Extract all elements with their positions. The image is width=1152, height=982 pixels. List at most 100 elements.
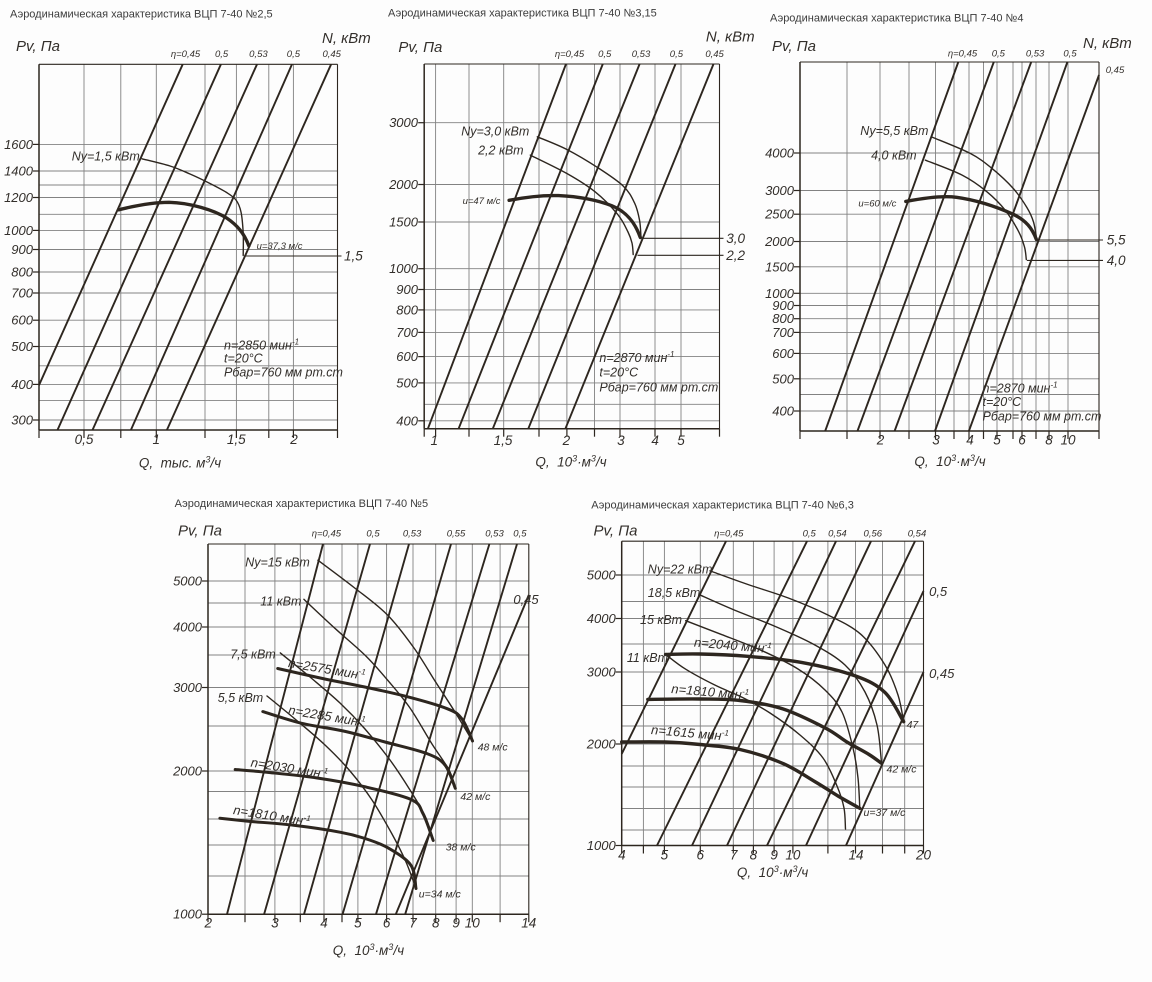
- svg-text:0,53: 0,53: [485, 529, 504, 540]
- svg-text:n=2870 мин-1: n=2870 мин-1: [983, 381, 1058, 396]
- svg-text:300: 300: [11, 413, 33, 428]
- svg-text:Аэродинамическая характеристик: Аэродинамическая характеристика ВЦП 7-40…: [591, 500, 854, 512]
- svg-text:10: 10: [465, 916, 481, 931]
- svg-text:n=1615 мин-1: n=1615 мин-1: [651, 722, 730, 744]
- svg-text:0,53: 0,53: [249, 49, 268, 60]
- svg-text:3000: 3000: [765, 183, 795, 198]
- svg-text:3000: 3000: [389, 115, 419, 130]
- svg-text:1000: 1000: [173, 907, 203, 922]
- svg-text:4000: 4000: [765, 146, 795, 161]
- svg-text:900: 900: [11, 242, 33, 257]
- svg-text:t=20°C: t=20°C: [599, 365, 639, 379]
- svg-text:10: 10: [1060, 433, 1076, 448]
- svg-text:Рбар=760 мм рт.ст: Рбар=760 мм рт.ст: [224, 366, 343, 380]
- svg-text:4: 4: [618, 848, 626, 863]
- svg-text:u=37,3 м/с: u=37,3 м/с: [257, 241, 303, 252]
- svg-text:Q, тыс. м3/ч: Q, тыс. м3/ч: [139, 455, 221, 471]
- svg-text:1500: 1500: [389, 215, 419, 230]
- svg-text:400: 400: [11, 377, 33, 392]
- svg-text:Pv, Па: Pv, Па: [772, 38, 816, 55]
- svg-text:Аэродинамическая характеристик: Аэродинамическая характеристика ВЦП 7-40…: [770, 13, 1023, 25]
- svg-text:1000: 1000: [587, 838, 617, 853]
- svg-text:6: 6: [697, 848, 705, 863]
- svg-text:5: 5: [993, 433, 1001, 448]
- svg-text:400: 400: [772, 404, 794, 419]
- svg-text:0,5: 0,5: [992, 49, 1006, 60]
- svg-text:N, кВт: N, кВт: [1083, 35, 1132, 52]
- svg-text:Pv, Па: Pv, Па: [594, 523, 638, 540]
- svg-text:Аэродинамическая характеристик: Аэродинамическая характеристика ВЦП 7-40…: [175, 498, 428, 510]
- svg-text:42 м/с: 42 м/с: [460, 791, 491, 803]
- svg-text:0,5: 0,5: [513, 529, 527, 540]
- svg-text:1200: 1200: [4, 190, 34, 205]
- svg-text:1000: 1000: [765, 286, 795, 301]
- svg-text:0,5: 0,5: [598, 49, 612, 60]
- svg-text:0,55: 0,55: [447, 529, 466, 540]
- svg-text:Q, 103·м3/ч: Q, 103·м3/ч: [914, 453, 985, 469]
- svg-text:3000: 3000: [587, 665, 617, 680]
- svg-text:5: 5: [661, 848, 669, 863]
- svg-text:Ny=1,5 кВт: Ny=1,5 кВт: [72, 150, 140, 164]
- svg-text:0,45: 0,45: [513, 592, 539, 607]
- svg-text:700: 700: [11, 286, 33, 301]
- svg-text:Ny=15 кВт: Ny=15 кВт: [245, 556, 310, 570]
- svg-text:0,45: 0,45: [322, 49, 341, 60]
- svg-text:1,5: 1,5: [494, 433, 513, 448]
- svg-text:8: 8: [432, 916, 440, 931]
- svg-text:600: 600: [11, 313, 33, 328]
- svg-text:400: 400: [396, 413, 418, 428]
- svg-text:4,0 кВт: 4,0 кВт: [871, 149, 917, 163]
- svg-text:2500: 2500: [764, 207, 795, 222]
- svg-text:u=47 м/с: u=47 м/с: [463, 196, 501, 207]
- svg-text:η=0,45: η=0,45: [555, 49, 585, 60]
- svg-text:Q, 103·м3/ч: Q, 103·м3/ч: [737, 864, 808, 880]
- svg-text:0,5: 0,5: [215, 49, 229, 60]
- svg-text:800: 800: [11, 265, 33, 280]
- svg-text:5: 5: [354, 916, 362, 931]
- svg-text:3000: 3000: [173, 680, 203, 695]
- svg-text:u=60 м/с: u=60 м/с: [858, 199, 896, 210]
- svg-text:n=2870 мин-1: n=2870 мин-1: [599, 350, 674, 365]
- svg-text:9: 9: [770, 848, 778, 863]
- svg-text:0,5: 0,5: [366, 529, 380, 540]
- svg-text:0,5: 0,5: [670, 49, 684, 60]
- svg-text:4,0: 4,0: [1107, 253, 1126, 268]
- svg-text:1000: 1000: [4, 223, 34, 238]
- svg-text:Рбар=760 мм рт.ст: Рбар=760 мм рт.ст: [983, 410, 1102, 424]
- svg-text:η=0,45: η=0,45: [171, 49, 201, 60]
- svg-text:700: 700: [772, 325, 794, 340]
- svg-text:500: 500: [396, 375, 418, 390]
- svg-text:n=2850 мин-1: n=2850 мин-1: [224, 338, 299, 353]
- svg-text:1: 1: [430, 433, 438, 448]
- svg-text:0,45: 0,45: [705, 49, 724, 60]
- svg-text:η=0,45: η=0,45: [714, 529, 744, 540]
- svg-text:5,5 кВт: 5,5 кВт: [218, 691, 264, 705]
- svg-text:0,45: 0,45: [1106, 65, 1125, 76]
- svg-text:2000: 2000: [764, 234, 795, 249]
- svg-text:0,53: 0,53: [403, 529, 422, 540]
- svg-text:η=0,45: η=0,45: [312, 529, 342, 540]
- svg-text:10: 10: [785, 848, 801, 863]
- svg-text:18,5 кВт: 18,5 кВт: [648, 586, 700, 600]
- svg-text:η=0,45: η=0,45: [948, 49, 978, 60]
- svg-text:Q, 103·м3/ч: Q, 103·м3/ч: [535, 454, 606, 470]
- svg-text:0,5: 0,5: [287, 49, 301, 60]
- svg-text:5,5: 5,5: [1107, 233, 1126, 248]
- svg-text:20: 20: [915, 848, 932, 863]
- svg-text:1: 1: [153, 432, 161, 447]
- svg-text:700: 700: [396, 325, 418, 340]
- svg-text:Pv, Па: Pv, Па: [398, 39, 442, 56]
- svg-text:2: 2: [876, 433, 885, 448]
- svg-text:14: 14: [521, 916, 536, 931]
- svg-text:7: 7: [730, 848, 738, 863]
- svg-text:0,53: 0,53: [632, 49, 651, 60]
- svg-text:2,2 кВт: 2,2 кВт: [477, 144, 524, 158]
- svg-text:6: 6: [1018, 433, 1026, 448]
- svg-text:6: 6: [383, 916, 391, 931]
- svg-text:14: 14: [848, 848, 863, 863]
- svg-text:2: 2: [289, 432, 298, 447]
- svg-text:1,5: 1,5: [227, 432, 246, 447]
- svg-text:7,5 кВт: 7,5 кВт: [230, 648, 276, 662]
- svg-text:5: 5: [677, 433, 685, 448]
- svg-text:1400: 1400: [4, 164, 34, 179]
